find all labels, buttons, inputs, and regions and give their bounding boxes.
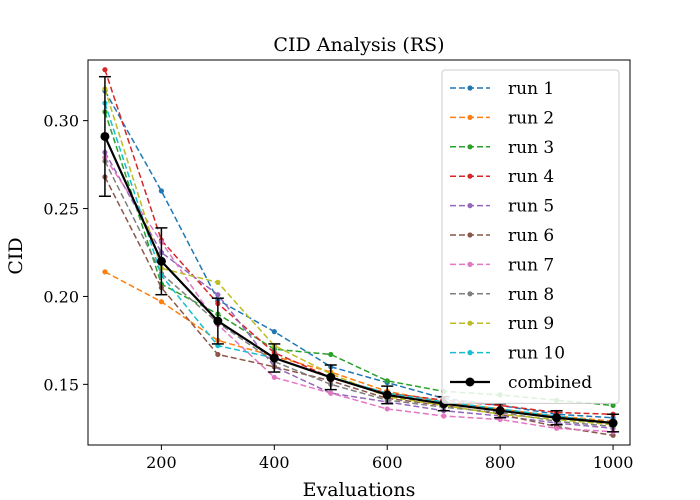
legend-entry: run 3 — [450, 138, 554, 158]
data-point — [554, 425, 560, 431]
data-point — [215, 292, 221, 298]
data-point — [384, 406, 390, 412]
data-point — [213, 316, 223, 326]
data-point — [102, 67, 108, 73]
y-tick-label: 0.25 — [43, 200, 79, 219]
legend-entry: run 9 — [450, 314, 554, 334]
x-tick-label: 400 — [259, 453, 290, 472]
x-tick-label: 1000 — [593, 453, 634, 472]
legend-entry: combined — [450, 373, 592, 393]
legend-entry: run 10 — [450, 344, 565, 364]
legend-marker — [465, 377, 475, 387]
legend-label: run 7 — [508, 255, 554, 275]
legend-marker — [467, 320, 473, 326]
axes-frame — [87, 59, 631, 446]
legend-marker — [467, 85, 473, 91]
legend-label: run 3 — [508, 138, 554, 158]
legend-label: run 5 — [508, 197, 554, 217]
legend-marker — [467, 291, 473, 297]
x-tick-label: 600 — [372, 453, 403, 472]
data-point — [326, 372, 336, 382]
data-point — [102, 269, 108, 275]
legend-entry: run 2 — [450, 108, 554, 128]
legend: run 1 run 2 run 3 run 4 run 5 run 6 run 7 run 8… — [441, 69, 620, 404]
legend-marker — [467, 144, 473, 150]
x-axis-label: Evaluations — [303, 479, 416, 500]
data-point — [610, 402, 616, 409]
legend-label: run 10 — [508, 344, 565, 364]
data-point — [608, 418, 618, 428]
legend-marker — [467, 173, 473, 179]
data-point — [271, 329, 277, 335]
data-point — [271, 374, 277, 380]
legend-label: run 6 — [508, 226, 554, 246]
data-point — [158, 188, 164, 194]
data-point — [269, 353, 279, 363]
series-line — [103, 136, 614, 425]
legend-entry: run 6 — [450, 226, 554, 246]
data-point — [215, 279, 221, 285]
data-point — [495, 406, 505, 416]
legend-marker — [467, 232, 473, 238]
data-point — [158, 299, 164, 305]
x-tick-label: 800 — [485, 453, 516, 472]
y-tick-label: 0.30 — [43, 112, 79, 131]
data-point — [382, 390, 392, 400]
legend-label: run 4 — [508, 167, 554, 187]
legend-label: run 9 — [508, 314, 554, 334]
legend-entry: run 1 — [450, 79, 554, 99]
series-line — [104, 90, 614, 419]
data-point — [156, 256, 166, 266]
y-axis-label: CID — [5, 237, 27, 274]
legend-marker — [467, 114, 473, 120]
chart-title: CID Analysis (RS) — [273, 34, 444, 56]
data-point — [441, 413, 447, 419]
data-point — [552, 413, 562, 423]
legend-label: run 2 — [508, 108, 554, 128]
legend-label: run 1 — [508, 79, 554, 99]
data-point — [328, 351, 334, 358]
series-line — [104, 160, 614, 428]
data-point — [215, 351, 221, 358]
data-point — [328, 390, 334, 396]
data-point — [100, 131, 110, 141]
legend-label: combined — [508, 373, 592, 393]
data-point — [384, 378, 390, 384]
y-tick-label: 0.15 — [43, 375, 79, 394]
series-line — [104, 111, 614, 407]
legend-entry: run 8 — [450, 285, 554, 305]
x-tick-label: 200 — [146, 453, 177, 472]
legend-label: run 8 — [508, 285, 554, 305]
legend-marker — [467, 261, 473, 267]
plot-area: 200 400 600 800 1000 0.15 0.20 0.25 0.30 — [43, 59, 634, 472]
legend-box — [441, 69, 620, 404]
legend-entry: run 4 — [450, 167, 554, 187]
y-tick-label: 0.20 — [43, 287, 79, 306]
legend-marker — [467, 203, 473, 209]
legend-entry: run 7 — [450, 255, 554, 275]
legend-entry: run 5 — [450, 197, 554, 217]
legend-marker — [467, 350, 473, 356]
